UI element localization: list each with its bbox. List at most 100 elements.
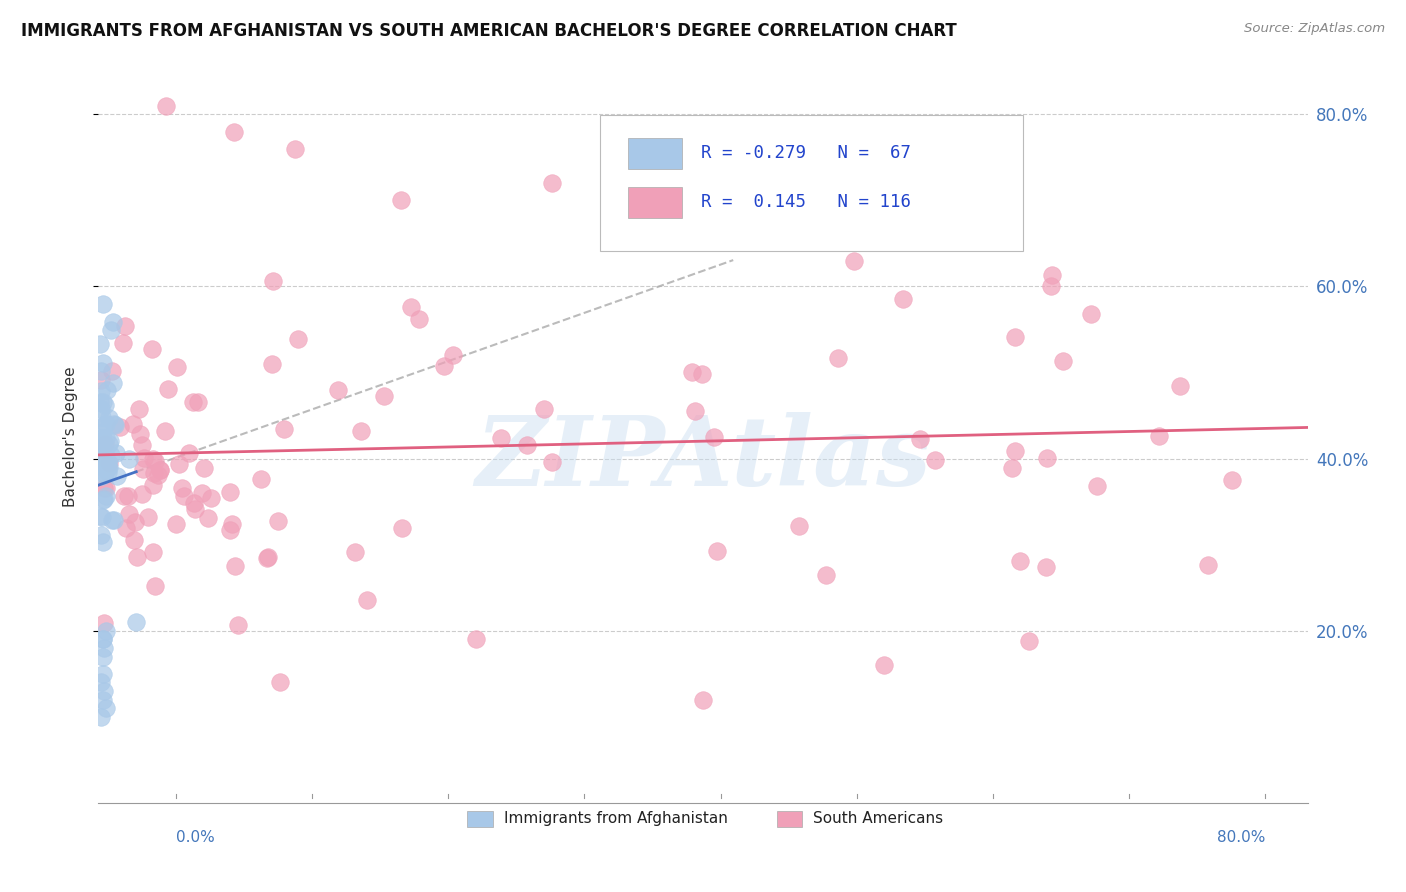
Point: [692, 692, 714, 706]
Point: [191, 486, 214, 500]
Point: [134, 450, 156, 465]
Point: [1040, 268, 1063, 283]
Point: [94, 445, 117, 459]
Point: [91, 534, 114, 549]
Point: [114, 318, 136, 333]
Point: [401, 300, 423, 314]
Point: [1197, 558, 1219, 572]
Point: [91, 492, 114, 507]
Point: [90, 402, 112, 417]
Point: [94, 466, 117, 480]
Point: [1035, 560, 1057, 574]
Point: [703, 430, 725, 444]
Point: [90, 409, 112, 424]
Point: [104, 446, 127, 460]
Point: [89, 395, 111, 409]
Y-axis label: Bachelor's Degree: Bachelor's Degree: [63, 367, 77, 508]
Point: [118, 451, 141, 466]
Point: [91, 431, 114, 445]
Point: [93, 425, 115, 439]
Point: [157, 383, 180, 397]
Point: [93, 444, 115, 458]
Point: [93, 491, 115, 506]
FancyBboxPatch shape: [600, 115, 1024, 251]
Point: [90, 510, 112, 524]
Point: [141, 342, 163, 356]
Point: [143, 579, 166, 593]
Point: [1170, 378, 1192, 392]
Point: [94, 417, 117, 432]
Point: [132, 462, 155, 476]
Point: [221, 517, 243, 532]
Point: [93, 481, 115, 495]
Point: [273, 421, 295, 435]
Point: [356, 593, 378, 607]
Point: [200, 491, 222, 505]
Point: [1010, 553, 1032, 567]
Text: Immigrants from Afghanistan: Immigrants from Afghanistan: [503, 812, 728, 826]
Point: [827, 351, 849, 366]
Point: [101, 513, 124, 527]
Point: [93, 640, 115, 655]
Point: [269, 675, 291, 690]
Point: [124, 515, 146, 529]
Text: R =  0.145   N = 116: R = 0.145 N = 116: [700, 194, 911, 211]
Point: [90, 364, 112, 378]
Point: [94, 461, 117, 475]
Point: [94, 489, 117, 503]
Point: [197, 511, 219, 525]
Point: [93, 684, 115, 698]
Point: [94, 624, 117, 638]
Point: [706, 544, 728, 558]
Point: [155, 99, 177, 113]
Point: [117, 489, 139, 503]
Point: [91, 632, 114, 647]
Point: [91, 468, 114, 483]
Point: [1036, 450, 1059, 465]
Point: [149, 463, 172, 477]
Point: [136, 509, 159, 524]
Point: [143, 466, 166, 480]
Point: [91, 296, 114, 310]
Point: [101, 315, 124, 329]
Point: [924, 453, 946, 467]
Point: [389, 194, 412, 208]
Point: [1080, 307, 1102, 321]
Point: [90, 384, 112, 399]
Point: [112, 335, 135, 350]
Point: [814, 567, 837, 582]
Point: [349, 424, 371, 438]
Point: [681, 366, 703, 380]
Point: [262, 274, 284, 288]
Point: [142, 545, 165, 559]
Point: [110, 420, 132, 434]
Point: [93, 398, 115, 412]
Point: [96, 383, 118, 397]
Point: [1052, 354, 1074, 368]
Point: [540, 176, 562, 190]
Point: [91, 356, 114, 370]
Point: [89, 508, 111, 523]
Point: [149, 462, 172, 476]
Point: [90, 528, 112, 542]
Point: [1087, 479, 1109, 493]
Point: [90, 675, 112, 690]
Point: [541, 455, 564, 469]
Point: [98, 434, 121, 448]
Point: [89, 459, 111, 474]
Point: [97, 437, 120, 451]
Point: [93, 456, 115, 470]
Point: [533, 401, 555, 416]
Point: [131, 487, 153, 501]
Point: [97, 411, 120, 425]
Point: [166, 359, 188, 374]
Point: [187, 395, 209, 409]
Point: [287, 332, 309, 346]
Text: 0.0%: 0.0%: [176, 830, 215, 845]
Text: ZIPAtlas: ZIPAtlas: [475, 412, 931, 506]
Point: [122, 533, 145, 547]
Point: [93, 616, 115, 631]
Point: [142, 452, 165, 467]
Point: [143, 454, 166, 468]
Point: [93, 467, 115, 482]
